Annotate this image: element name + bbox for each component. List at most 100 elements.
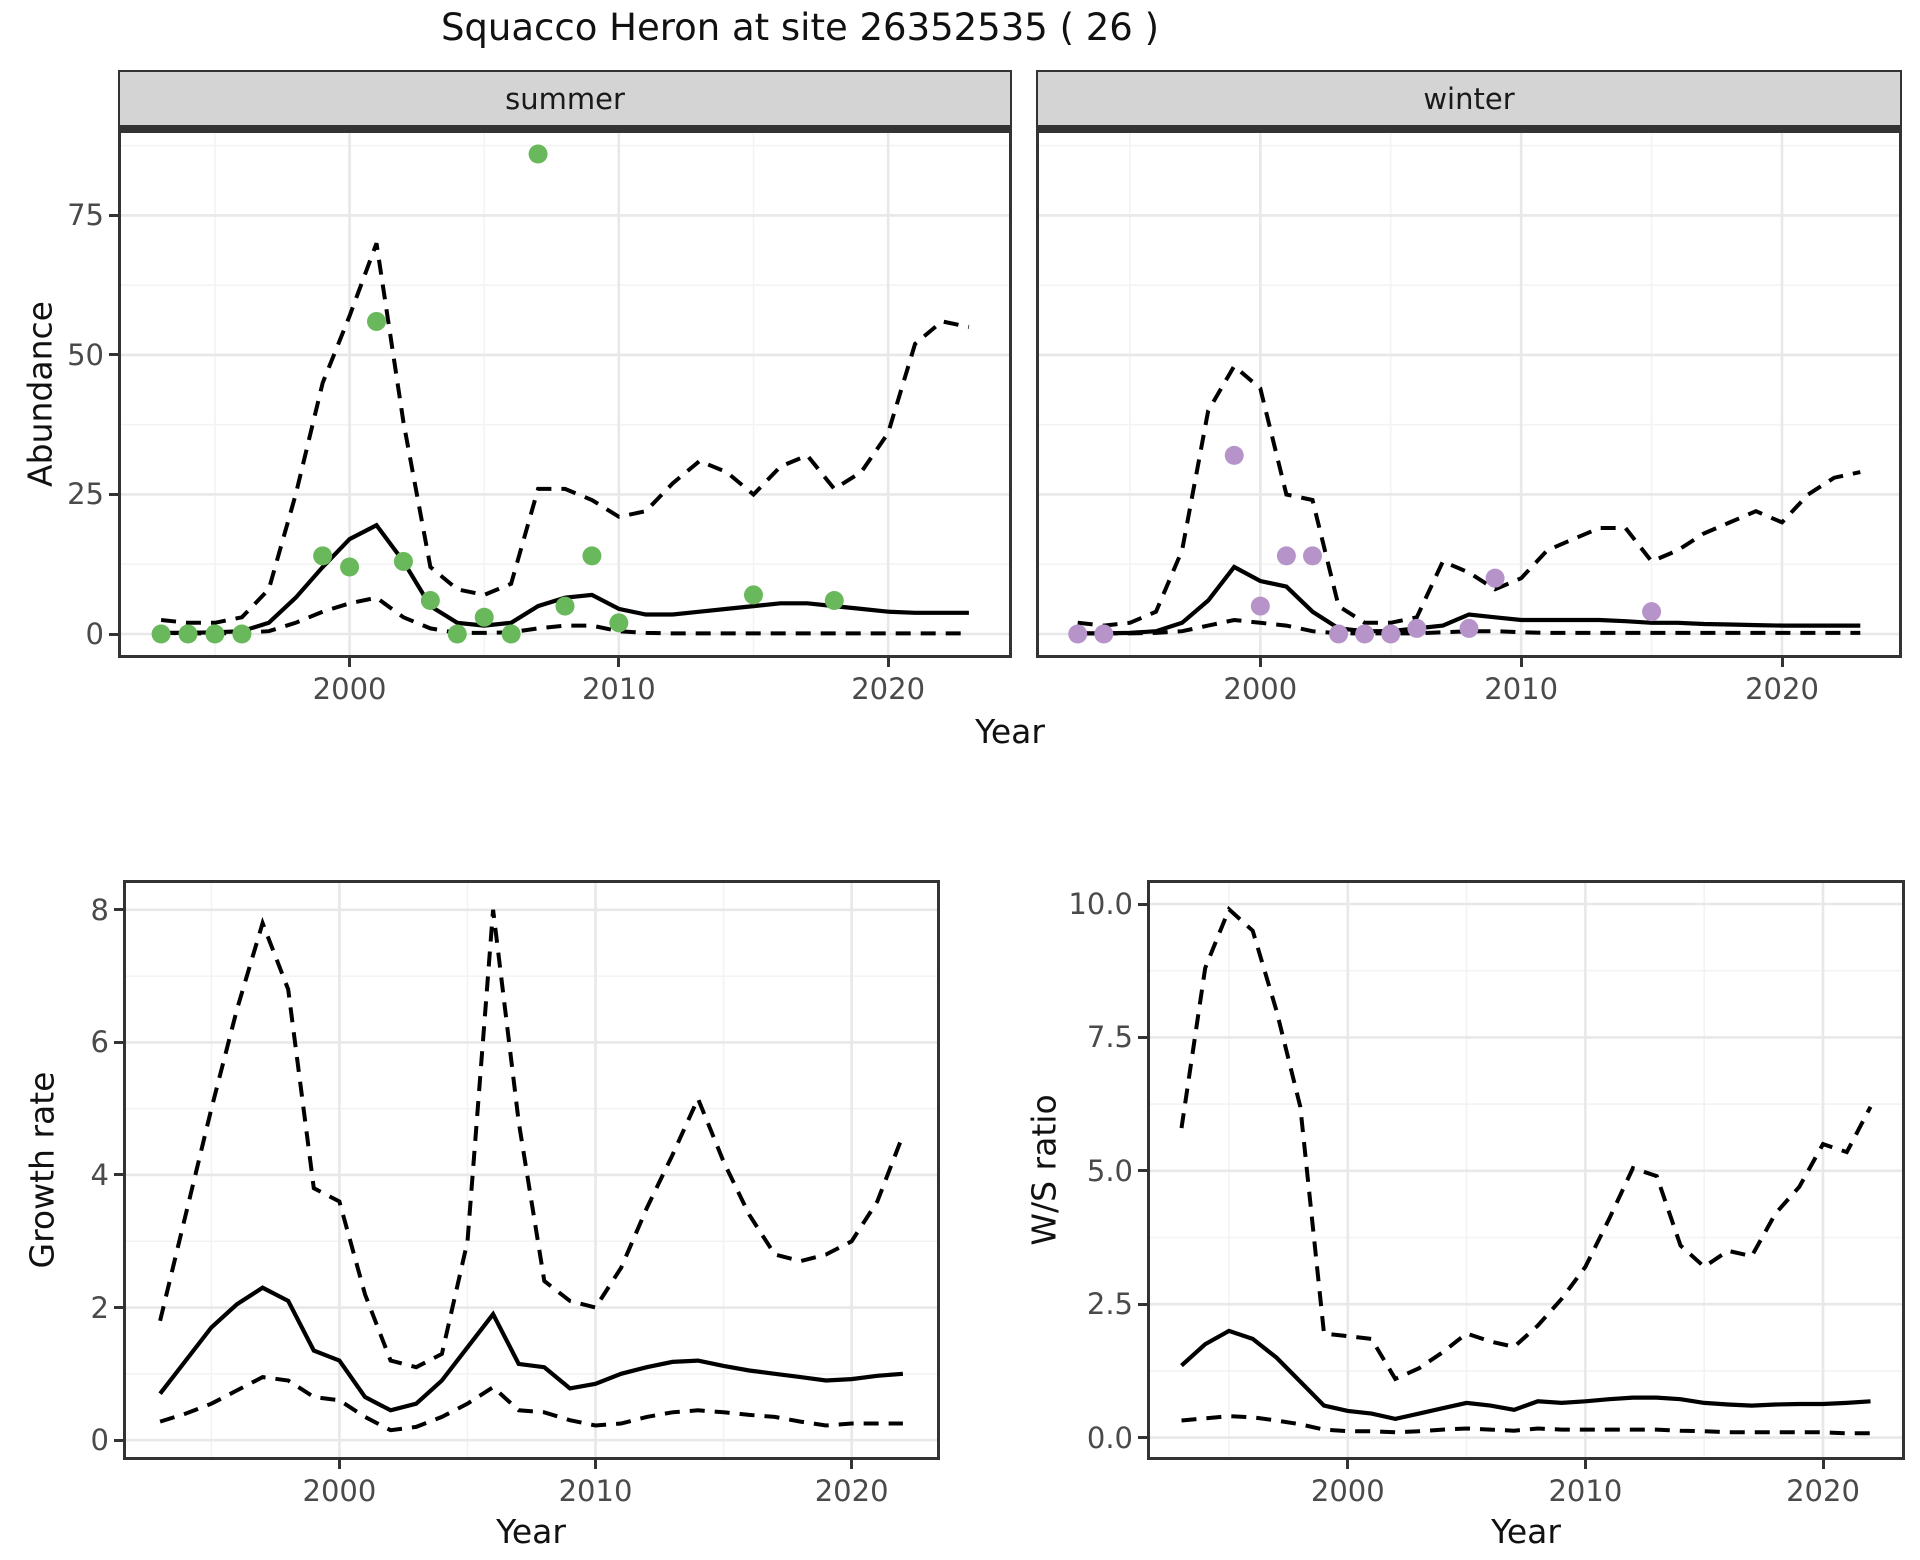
x-tick-label: 2000	[302, 1474, 377, 1508]
upper-ci-line	[1179, 905, 1873, 1382]
winter-observations-point	[1224, 445, 1244, 465]
x-tick-mark	[850, 1460, 854, 1469]
summer-observations-point	[178, 624, 198, 644]
y-tick-mark	[1138, 1436, 1147, 1440]
y-tick-label: 0.0	[1086, 1420, 1133, 1455]
lower-ci-line	[1077, 617, 1861, 636]
x-tick-mark	[594, 1460, 598, 1469]
y-tick-label: 7.5	[1086, 1020, 1133, 1055]
y-tick-label: 75	[67, 198, 104, 233]
x-tick-label: 2020	[851, 672, 926, 706]
facet-label-summer: summer	[505, 81, 625, 116]
x-tick-mark	[886, 658, 890, 667]
panel-border	[1036, 130, 1902, 658]
facet-label-winter: winter	[1423, 81, 1515, 116]
y-tick-mark	[1138, 1169, 1147, 1173]
y-tick-mark	[109, 353, 118, 357]
x-tick-label: 2000	[312, 672, 387, 706]
y-tick-label: 25	[67, 477, 104, 512]
facet-strip-winter: winter	[1036, 70, 1902, 130]
summer-observations-point	[501, 624, 521, 644]
y-tick-mark	[109, 213, 118, 217]
x-tick-label: 2000	[1223, 672, 1298, 706]
summer-observations-point	[528, 144, 548, 164]
summer-observations-point	[555, 596, 575, 616]
median-line	[1077, 564, 1861, 636]
y-tick-label: 8	[90, 892, 109, 927]
winter-observations-point	[1485, 568, 1505, 588]
upper-ci-line	[158, 909, 905, 1370]
winter-observations-point	[1407, 618, 1427, 638]
winter-observations-point	[1068, 624, 1088, 644]
summer-observations-point	[447, 624, 467, 644]
winter-observations-point	[1459, 618, 1479, 638]
y-axis-title-abundance: Abundance	[20, 301, 60, 487]
x-tick-label: 2010	[558, 1474, 633, 1508]
y-tick-label: 4	[90, 1157, 109, 1192]
x-tick-mark	[1821, 1460, 1825, 1469]
y-tick-mark	[114, 1438, 123, 1442]
upper-ci-line	[1077, 363, 1861, 628]
x-tick-label: 2010	[1484, 672, 1559, 706]
lower-ci-line	[159, 1375, 903, 1433]
winter-observations-point	[1276, 546, 1296, 566]
y-tick-label: 0	[85, 617, 104, 651]
y-tick-label: 6	[90, 1025, 109, 1060]
winter-observations-point	[1302, 546, 1322, 566]
x-tick-mark	[348, 658, 352, 667]
winter-observations-point	[1642, 602, 1662, 622]
panel-border	[1147, 880, 1905, 1460]
summer-observations-point	[367, 311, 387, 331]
summer-observations-point	[393, 551, 413, 571]
x-tick-label: 2020	[1786, 1474, 1860, 1508]
lower-ci-line	[161, 595, 969, 636]
y-tick-mark	[114, 908, 123, 912]
x-axis-title-year-top: Year	[975, 712, 1045, 751]
summer-observations-point	[151, 624, 171, 644]
x-tick-label: 2020	[814, 1474, 889, 1508]
y-tick-label: 50	[67, 337, 104, 372]
summer-observations-point	[609, 613, 629, 633]
panel-abundance-summer	[118, 130, 1012, 658]
y-tick-mark	[1138, 1302, 1147, 1306]
x-tick-label: 2000	[1310, 1474, 1385, 1508]
x-tick-label: 2010	[581, 672, 656, 706]
y-tick-mark	[109, 492, 118, 496]
summer-observations-point	[743, 585, 763, 605]
winter-observations-point	[1250, 596, 1270, 616]
y-tick-mark	[109, 632, 118, 636]
x-tick-mark	[1780, 658, 1784, 667]
figure-title: Squacco Heron at site 26352535 ( 26 )	[440, 6, 1160, 49]
x-tick-mark	[1519, 658, 1523, 667]
y-tick-label: 0	[90, 1423, 109, 1458]
x-tick-label: 2020	[1745, 672, 1819, 706]
y-tick-label: 10.0	[1068, 887, 1133, 921]
x-tick-mark	[337, 1460, 341, 1469]
summer-observations-point	[420, 591, 440, 611]
x-tick-mark	[1583, 1460, 1587, 1469]
winter-observations-point	[1355, 624, 1375, 644]
x-tick-mark	[1258, 658, 1262, 667]
y-tick-mark	[114, 1040, 123, 1044]
summer-observations-point	[824, 591, 844, 611]
summer-observations-point	[232, 624, 252, 644]
y-tick-mark	[1138, 902, 1147, 906]
summer-observations-point	[340, 557, 360, 577]
y-tick-mark	[114, 1173, 123, 1177]
upper-ci-line	[160, 242, 970, 625]
y-tick-label: 2	[90, 1290, 109, 1325]
lower-ci-line	[1181, 1414, 1871, 1436]
y-tick-mark	[114, 1306, 123, 1310]
x-axis-title-year-ws: Year	[1491, 1512, 1561, 1551]
panel-growth-rate	[123, 880, 940, 1460]
panel-abundance-winter	[1036, 130, 1902, 658]
y-tick-label: 2.5	[1086, 1287, 1133, 1322]
x-tick-mark	[1346, 1460, 1350, 1469]
median-line	[1180, 1328, 1871, 1422]
x-axis-title-year-growth: Year	[496, 1512, 566, 1551]
winter-observations-point	[1094, 624, 1114, 644]
panel-border	[123, 880, 940, 1460]
y-tick-label: 5.0	[1086, 1153, 1133, 1188]
winter-observations-point	[1329, 624, 1349, 644]
